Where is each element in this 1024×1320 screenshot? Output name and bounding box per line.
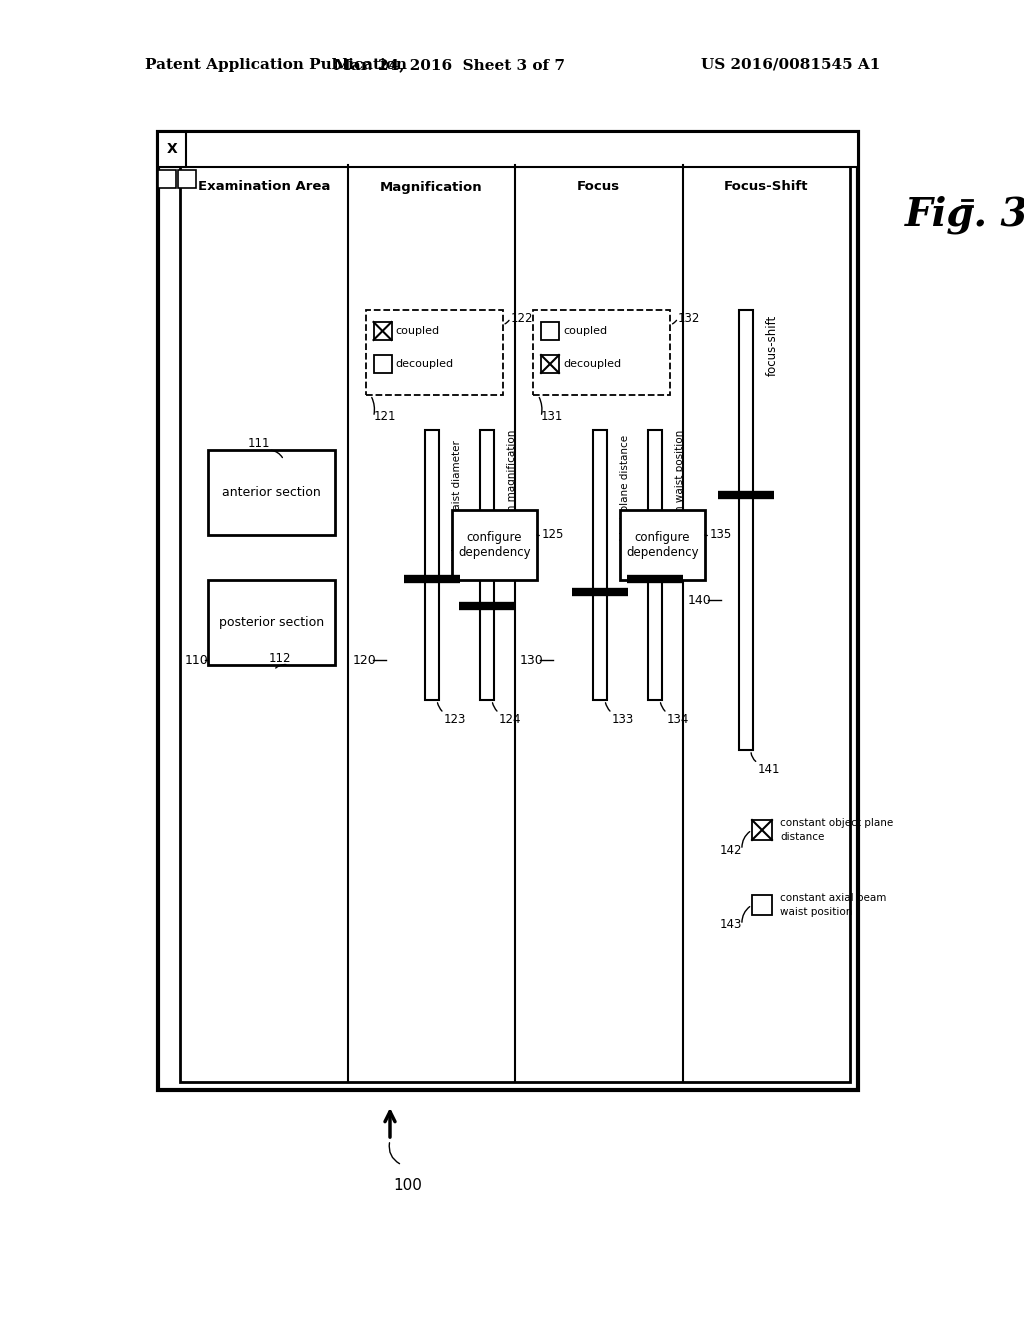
Text: Magnification: Magnification — [380, 181, 482, 194]
Text: Focus: Focus — [578, 181, 621, 194]
Text: anterior section: anterior section — [222, 486, 321, 499]
Text: focus-shift: focus-shift — [766, 315, 779, 376]
Text: X: X — [167, 143, 177, 156]
Text: 134: 134 — [667, 713, 689, 726]
Text: posterior section: posterior section — [219, 616, 324, 630]
FancyBboxPatch shape — [208, 450, 335, 535]
Text: Patent Application Publication: Patent Application Publication — [145, 58, 407, 73]
FancyBboxPatch shape — [208, 579, 335, 665]
Text: 124: 124 — [499, 713, 521, 726]
Text: decoupled: decoupled — [563, 359, 622, 370]
FancyBboxPatch shape — [180, 165, 850, 1082]
Text: 133: 133 — [612, 713, 634, 726]
Text: 142: 142 — [720, 843, 742, 857]
Text: axial beam waist position: axial beam waist position — [675, 430, 685, 564]
FancyBboxPatch shape — [752, 895, 772, 915]
Text: constant axial beam
waist position: constant axial beam waist position — [780, 894, 887, 916]
FancyBboxPatch shape — [425, 430, 439, 700]
Text: coupled: coupled — [395, 326, 439, 337]
Text: 121: 121 — [374, 411, 396, 424]
FancyBboxPatch shape — [374, 322, 391, 341]
Text: decoupled: decoupled — [395, 359, 454, 370]
Text: 120: 120 — [352, 653, 376, 667]
Text: 125: 125 — [542, 528, 564, 541]
FancyBboxPatch shape — [752, 820, 772, 840]
Text: Examination Area: Examination Area — [198, 181, 330, 194]
Text: 111: 111 — [248, 437, 270, 450]
FancyBboxPatch shape — [158, 132, 186, 168]
Text: object plane distance: object plane distance — [620, 436, 630, 546]
Text: 122: 122 — [511, 312, 534, 325]
Text: 100: 100 — [393, 1177, 423, 1192]
FancyBboxPatch shape — [158, 132, 858, 168]
FancyBboxPatch shape — [739, 310, 753, 750]
Text: 132: 132 — [678, 312, 700, 325]
Text: coupled: coupled — [563, 326, 607, 337]
FancyBboxPatch shape — [593, 430, 607, 700]
Text: 112: 112 — [268, 652, 291, 665]
Text: 141: 141 — [758, 763, 780, 776]
FancyBboxPatch shape — [158, 132, 858, 1090]
Text: 130: 130 — [520, 653, 544, 667]
FancyBboxPatch shape — [158, 170, 176, 187]
Text: configure
dependency: configure dependency — [458, 531, 530, 558]
FancyBboxPatch shape — [620, 510, 705, 579]
FancyBboxPatch shape — [541, 355, 559, 374]
Text: Fig. 3: Fig. 3 — [905, 195, 1024, 234]
FancyBboxPatch shape — [541, 322, 559, 341]
FancyBboxPatch shape — [374, 355, 391, 374]
Text: Focus-Shift: Focus-Shift — [724, 181, 809, 194]
Text: 140: 140 — [687, 594, 712, 606]
Text: Mar. 24, 2016  Sheet 3 of 7: Mar. 24, 2016 Sheet 3 of 7 — [335, 58, 565, 73]
Text: US 2016/0081545 A1: US 2016/0081545 A1 — [700, 58, 880, 73]
FancyBboxPatch shape — [648, 430, 662, 700]
Text: 110: 110 — [185, 653, 209, 667]
Text: 131: 131 — [541, 411, 563, 424]
FancyBboxPatch shape — [452, 510, 537, 579]
Text: beam waist diameter: beam waist diameter — [452, 440, 462, 550]
Text: configure
dependency: configure dependency — [627, 531, 698, 558]
Text: 143: 143 — [720, 919, 742, 932]
Text: zoom magnification: zoom magnification — [507, 430, 517, 533]
FancyBboxPatch shape — [178, 170, 196, 187]
Text: 135: 135 — [710, 528, 732, 541]
FancyBboxPatch shape — [480, 430, 494, 700]
Text: constant object plane
distance: constant object plane distance — [780, 818, 893, 842]
Text: 123: 123 — [444, 713, 466, 726]
